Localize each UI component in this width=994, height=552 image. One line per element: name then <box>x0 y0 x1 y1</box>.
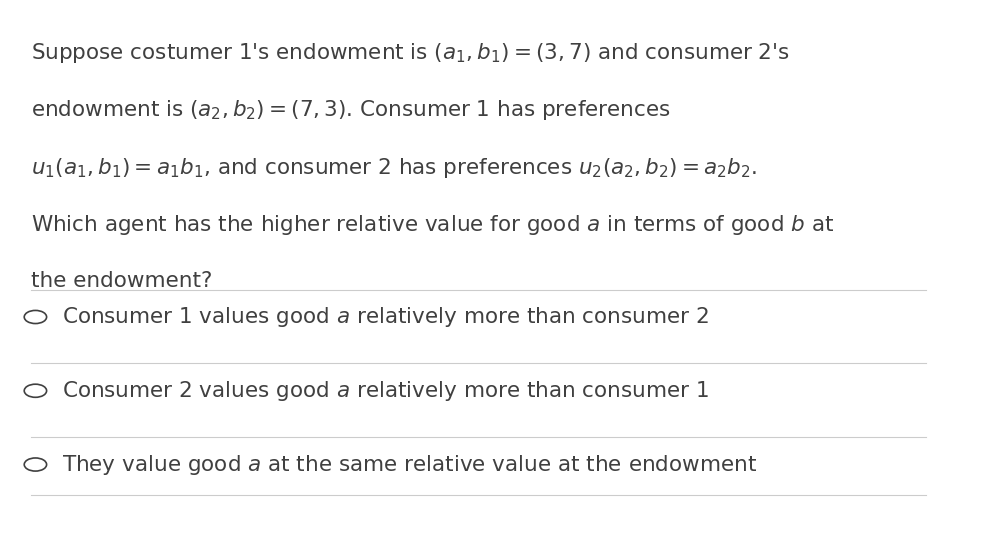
Text: the endowment?: the endowment? <box>31 270 212 290</box>
Text: Consumer 2 values good $a$ relatively more than consumer 1: Consumer 2 values good $a$ relatively mo… <box>62 379 709 403</box>
Text: Suppose costumer 1's endowment is $(a_1, b_1) = (3, 7)$ and consumer 2's: Suppose costumer 1's endowment is $(a_1,… <box>31 41 789 65</box>
Text: Which agent has the higher relative value for good $a$ in terms of good $b$ at: Which agent has the higher relative valu… <box>31 213 834 237</box>
Text: endowment is $(a_2, b_2) = (7, 3)$. Consumer 1 has preferences: endowment is $(a_2, b_2) = (7, 3)$. Cons… <box>31 98 671 123</box>
Text: $u_1(a_1, b_1) = a_1 b_1$, and consumer 2 has preferences $u_2(a_2, b_2) = a_2 b: $u_1(a_1, b_1) = a_1 b_1$, and consumer … <box>31 156 756 180</box>
Text: Consumer 1 values good $a$ relatively more than consumer 2: Consumer 1 values good $a$ relatively mo… <box>62 305 709 329</box>
Text: They value good $a$ at the same relative value at the endowment: They value good $a$ at the same relative… <box>62 453 756 476</box>
